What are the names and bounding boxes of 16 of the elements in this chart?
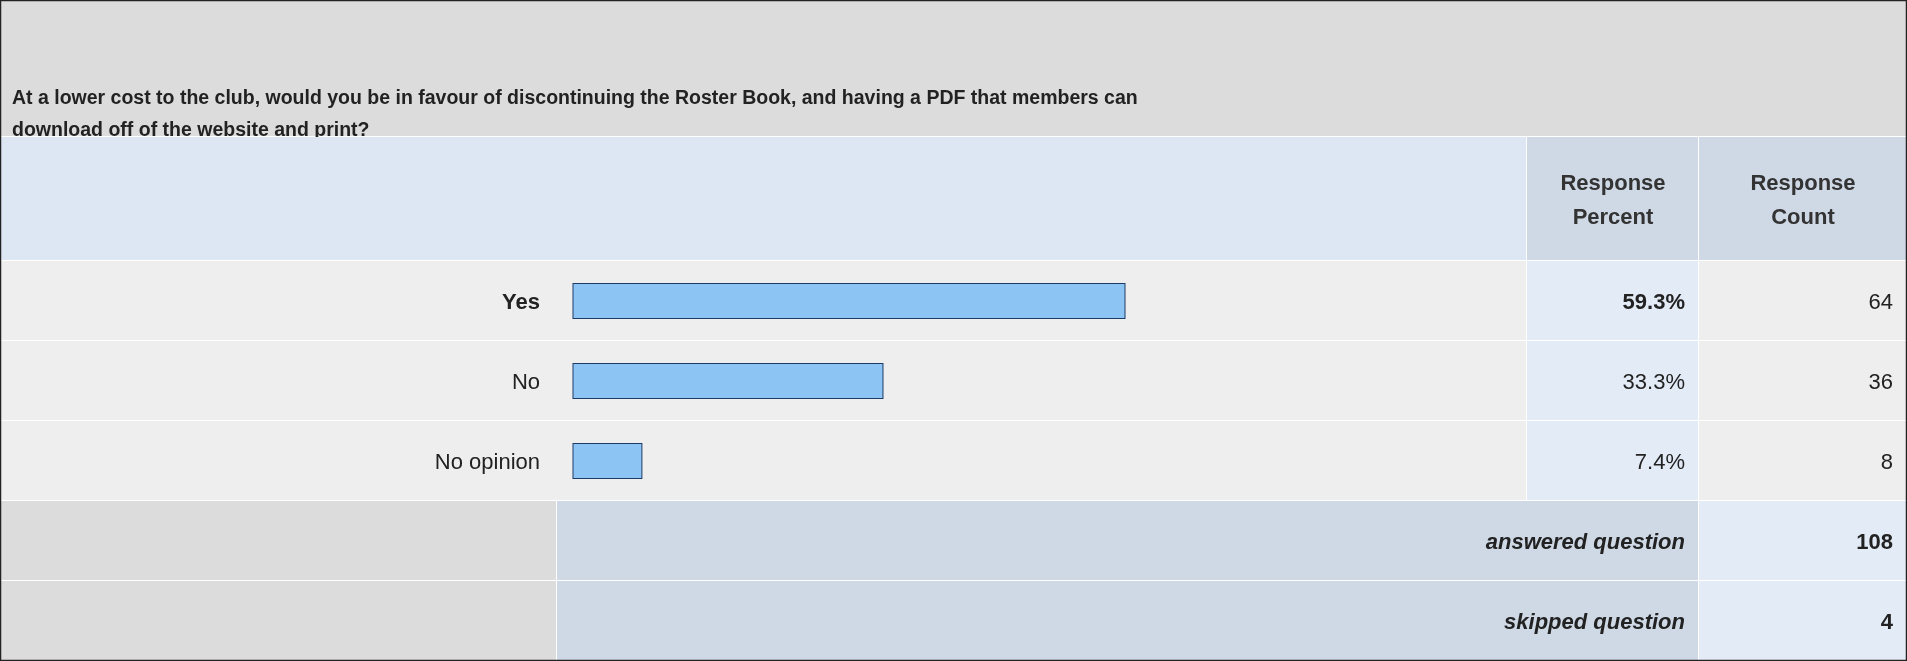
y-tick-label: No xyxy=(511,369,540,394)
data-label: 59.3% xyxy=(1622,289,1685,314)
data-label: 7.4% xyxy=(1634,449,1685,474)
text: Response Percent xyxy=(1560,170,1666,229)
text: skipped question xyxy=(1504,609,1685,634)
text: 64 xyxy=(1868,289,1893,314)
text: Response Count xyxy=(1750,170,1856,229)
data-label: 33.3% xyxy=(1622,369,1685,394)
chart-title: At a lower cost to the club, would you be in favour of discontinuing the Roster Book, and having a PDF that members can download off of the website and print? xyxy=(12,86,1138,140)
text: 8 xyxy=(1880,449,1893,474)
text: 36 xyxy=(1868,369,1893,394)
text: 108 xyxy=(1856,529,1893,554)
text: 4 xyxy=(1880,609,1894,634)
y-tick-label: No opinion xyxy=(434,449,540,474)
y-tick-label: Yes xyxy=(502,289,540,314)
text: answered question xyxy=(1485,529,1685,554)
